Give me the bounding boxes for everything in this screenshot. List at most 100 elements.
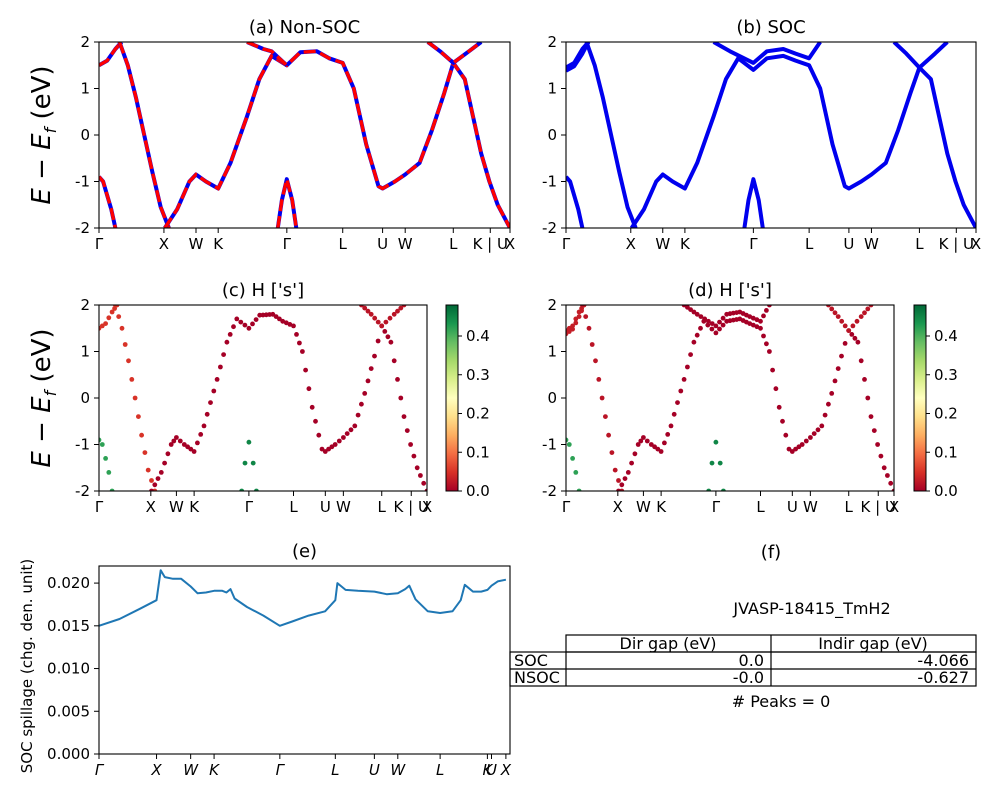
panel-a-band-nsoc-5 (426, 42, 483, 66)
panel-b-ytick-label: -1 (542, 173, 557, 191)
panel-b-band-1 (566, 42, 591, 73)
panel-c-band-2-point (191, 449, 197, 454)
panel-c-band-2-point (168, 442, 174, 447)
panel-d-band-3-point (808, 435, 813, 440)
panel-d-band-3-point (858, 358, 864, 364)
panel-d-band-3-point (888, 480, 894, 486)
panel-e-xtick-label: K (209, 761, 220, 779)
panel-d-band-2-point (580, 305, 585, 308)
panel-a-xtick-label: Γ (95, 235, 104, 253)
panel-c-band-2-point (218, 364, 223, 370)
panel-a-ytick-label: 1 (80, 80, 90, 98)
panel-d-band-4-point (688, 307, 693, 312)
panel-d-band-3-point (665, 432, 671, 437)
panel-d-band-3-point (842, 341, 848, 346)
panel-c-band-5-point (383, 319, 389, 325)
panel-c-colorbar-label: 0.1 (466, 443, 490, 461)
panel-e-xtick-label: W (183, 761, 199, 779)
panel-a-band-nsoc-3 (99, 175, 118, 228)
panel-d-xtick-label: W (803, 498, 818, 516)
panel-d-band-3-point (789, 449, 795, 454)
panel-a-band-5 (426, 42, 483, 65)
panel-c-xtick-label: X (422, 498, 432, 516)
panel-c-band-2-point (300, 349, 305, 354)
panel-d-xtick-label: L (845, 498, 854, 516)
panel-d-band-0-point (570, 323, 575, 329)
panel-b-xtick-label: L (805, 235, 814, 253)
panel-d-xtick-label: K | U (861, 498, 896, 516)
panel-d-xtick-label: U (787, 498, 798, 516)
panel-d-band-3-point (855, 339, 861, 345)
panel-d-band-3-point (878, 453, 884, 459)
panel-e-xtick-label: K (482, 761, 493, 779)
panel-a-xtick-label: Γ (283, 235, 292, 253)
panel-c-band-2-point (322, 449, 328, 454)
panel-c-band-2-point (352, 423, 358, 429)
panel-d-band-1-point (573, 320, 579, 326)
panel-d-band-6-point (721, 488, 726, 491)
panel-c-band-2-point (195, 440, 200, 446)
panel-d-band-3-point (885, 473, 890, 478)
panel-d-band-2-point (589, 342, 595, 347)
panel-c-band-2-point (277, 316, 282, 322)
panel-c-band-4-point (246, 439, 252, 445)
panel-d-band-3-point (638, 438, 644, 444)
panel-e-ylabel: SOC spillage (chg. den. unit) (18, 559, 36, 774)
panel-c-band-2-point (214, 377, 220, 382)
panel-d-band-3-point (875, 442, 880, 447)
panel-c-band-2-point (411, 453, 417, 459)
panel-d-band-5-point (566, 437, 569, 443)
panel-d-band-3-point (852, 335, 858, 341)
panel-d-band-5-point (570, 456, 575, 461)
panel-d-band-5-point (576, 488, 582, 491)
panel-c-band-2-point (162, 460, 168, 466)
panel-e-plot-area (99, 569, 507, 627)
panel-d-band-2-point (603, 414, 608, 419)
panel-c-band-5-point (368, 311, 374, 317)
panel-c-band-1-point (119, 325, 125, 331)
panel-c-band-4-point (239, 488, 245, 491)
panel-d-band-3-point (625, 470, 631, 475)
panel-d-colorbar-label: 0.3 (934, 366, 958, 384)
panel-c-band-2-point (208, 400, 213, 405)
panel-a-xtick-label: X (159, 235, 169, 253)
panel-c-xtick-label: Γ (245, 498, 254, 516)
panel-c-band-1-point (136, 414, 141, 419)
panel-d-ytick-label: 2 (547, 296, 557, 314)
panel-c-band-2-point (149, 488, 154, 491)
panel-d-band-7-point (865, 306, 871, 312)
panel-c-ytick-label: 0 (80, 389, 90, 407)
panel-c-plot-area (99, 305, 427, 491)
panel-d-colorbar-label: 0.4 (934, 327, 958, 345)
panel-d-band-4-point (698, 314, 704, 319)
panel-d-band-3-point (849, 332, 855, 337)
panel-d-band-3-point (717, 326, 722, 332)
panel-d-band-4-point (720, 315, 726, 321)
panel-d-xtick-label: K (656, 498, 667, 516)
panel-d-band-3-point (770, 367, 775, 373)
panel-e-xtick-label: Γ (276, 761, 286, 779)
panel-e-spillage-line (99, 569, 507, 627)
panel-d-band-4-point (717, 319, 722, 325)
panel-c-xtick-label: K | U (394, 498, 429, 516)
panel-c-xtick-label: L (289, 498, 298, 516)
panel-d-band-3-point (691, 339, 697, 345)
panel-c-band-2-point (414, 465, 420, 471)
panel-d-band-3-point (758, 325, 763, 331)
panel-d-band-3-point (881, 465, 887, 471)
panel-d-band-3-point (668, 423, 674, 429)
panel-d-colorbar-label: 0.0 (934, 482, 958, 500)
panel-d-xtick-label: W (636, 498, 651, 516)
panel-c-band-2-point (227, 332, 233, 337)
panel-d-band-3-point (681, 377, 687, 382)
panel-c-band-2-point (291, 323, 296, 329)
panel-d-xtick-label: Γ (562, 498, 571, 516)
panel-d-band-3-point (862, 377, 867, 382)
panel-c-band-2-point (174, 435, 179, 440)
panel-c-band-5-point (401, 305, 407, 308)
row-nsoc-indir: -0.627 (917, 668, 969, 687)
panel-d-band-2-point (606, 432, 611, 438)
panel-d-band-3-point (750, 322, 756, 328)
panel-c-band-3-point (99, 442, 105, 447)
